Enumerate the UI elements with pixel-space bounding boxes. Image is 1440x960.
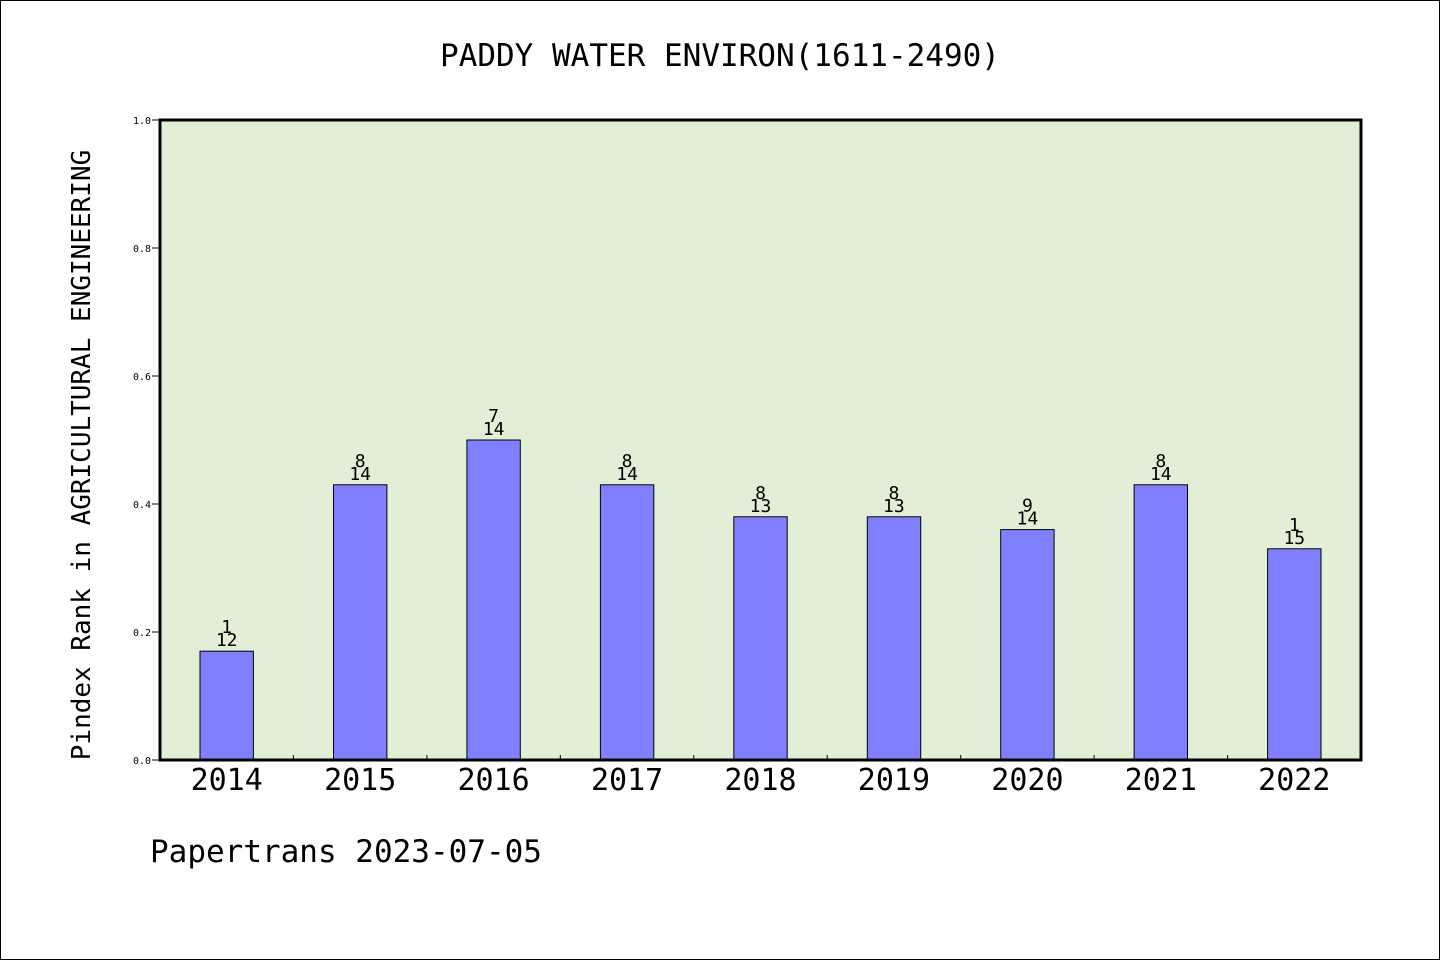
x-tick-label: 2014	[191, 763, 263, 798]
bar-2016	[466, 439, 521, 761]
data-label-bottom: 14	[483, 419, 505, 440]
footer-text: Papertrans 2023-07-05	[150, 834, 542, 870]
y-tick-label: 0.4	[133, 500, 151, 511]
data-label-top: 8	[888, 483, 899, 504]
bar-2018	[733, 516, 788, 761]
y-tick-label: 0.6	[133, 372, 151, 383]
y-tick-label: 0.8	[133, 244, 151, 255]
data-label-top: 8	[622, 451, 633, 472]
data-label-top: 8	[1155, 451, 1166, 472]
x-tick-label: 2015	[324, 763, 396, 798]
chart-title: PADDY WATER ENVIRON(1611-2490)	[440, 38, 1000, 74]
data-label-top: 1	[1289, 515, 1300, 536]
y-axis-label: Pindex Rank in AGRICULTURAL ENGINEERING	[67, 150, 97, 760]
y-tick-label: 0.2	[133, 628, 151, 639]
data-label-top: 8	[355, 451, 366, 472]
data-label-bottom: 14	[1150, 464, 1172, 485]
bar-2020	[1000, 529, 1055, 761]
x-tick-label: 2017	[591, 763, 663, 798]
x-tick-label: 2016	[457, 763, 529, 798]
x-tick-label: 2022	[1258, 763, 1330, 798]
plot-border	[158, 118, 1363, 762]
y-tick-label: 1.0	[133, 116, 151, 127]
data-label-bottom: 14	[349, 464, 371, 485]
data-label-top: 9	[1022, 496, 1033, 517]
data-label-bottom: 15	[1283, 528, 1305, 549]
data-label-top: 7	[488, 406, 499, 427]
data-label-top: 1	[221, 617, 232, 638]
bar-2022	[1267, 548, 1322, 761]
y-tick-label: 0.0	[133, 756, 151, 767]
data-label-bottom: 14	[616, 464, 638, 485]
labels-layer: 1212014148201514720161482017138201813820…	[133, 116, 1330, 798]
x-tick-label: 2018	[724, 763, 796, 798]
x-tick-label: 2020	[991, 763, 1063, 798]
x-tick-label: 2019	[858, 763, 930, 798]
bar-2017	[599, 484, 655, 761]
bar-2015	[333, 484, 388, 761]
x-tick-label: 2021	[1125, 763, 1197, 798]
data-label-bottom: 14	[1017, 509, 1039, 530]
data-label-bottom: 12	[216, 630, 238, 651]
bar-2014	[199, 650, 254, 761]
bar-2019	[866, 516, 922, 761]
bars-layer	[199, 439, 1322, 761]
data-label-bottom: 13	[750, 496, 772, 517]
data-label-top: 8	[755, 483, 766, 504]
bar-2021	[1133, 484, 1188, 761]
data-label-bottom: 13	[883, 496, 905, 517]
